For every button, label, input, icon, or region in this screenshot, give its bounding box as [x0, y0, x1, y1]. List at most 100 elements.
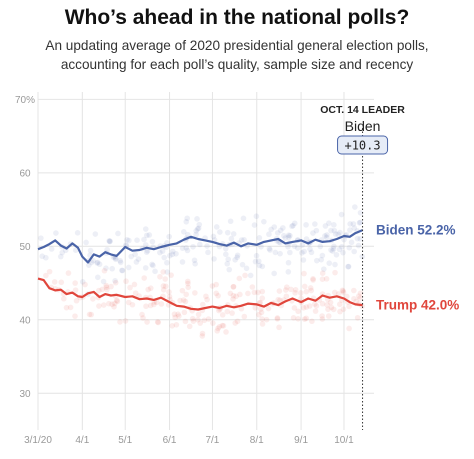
poll-dot: [238, 305, 245, 312]
poll-dot: [167, 252, 173, 259]
poll-dot: [309, 318, 315, 325]
leader-margin-badge: [337, 135, 389, 155]
poll-dot: [173, 322, 180, 328]
poll-dot: [292, 290, 298, 296]
poll-dot: [259, 295, 266, 301]
poll-dot: [229, 310, 235, 316]
poll-dot: [307, 285, 314, 291]
poll-dot: [259, 316, 265, 322]
poll-dot: [357, 209, 364, 216]
poll-dot: [319, 316, 326, 322]
poll-dot: [182, 298, 189, 305]
poll-dot: [287, 232, 293, 239]
poll-dot: [213, 224, 220, 230]
poll-dot: [146, 232, 153, 238]
poll-dot: [332, 269, 338, 276]
poll-dot: [351, 225, 358, 231]
poll-dot: [179, 259, 186, 265]
poll-dot: [321, 266, 327, 272]
poll-dot: [132, 290, 139, 296]
poll-dot: [104, 286, 110, 293]
poll-dot: [352, 204, 358, 210]
poll-dot: [357, 290, 364, 297]
poll-dot: [195, 316, 201, 323]
poll-dot: [313, 303, 320, 309]
poll-dot: [216, 324, 223, 330]
poll-dot: [355, 242, 362, 249]
poll-dot: [224, 229, 231, 236]
poll-dot: [277, 297, 283, 304]
poll-dot: [210, 233, 217, 240]
poll-dot: [135, 256, 142, 262]
poll-dot: [256, 311, 262, 318]
poll-dot: [313, 227, 320, 234]
poll-dot: [272, 249, 279, 256]
poll-dot: [90, 296, 96, 302]
poll-dot: [51, 279, 58, 285]
poll-dot: [72, 280, 78, 286]
poll-dot: [308, 249, 315, 256]
poll-dot: [324, 302, 330, 308]
poll-dot: [289, 223, 295, 230]
poll-dot: [217, 229, 223, 235]
leader-name: Biden: [345, 118, 381, 134]
poll-dot: [195, 311, 202, 318]
poll-dot: [185, 280, 191, 287]
poll-dot: [131, 281, 138, 288]
poll-dot: [301, 316, 308, 322]
y-tick-label: 30: [19, 389, 31, 400]
chart-subtitle: An updating average of 2020 presidential…: [0, 36, 474, 74]
poll-dot: [340, 289, 347, 296]
poll-dot: [204, 243, 210, 249]
poll-dot: [357, 235, 364, 242]
poll-dot: [251, 222, 258, 228]
poll-dot: [222, 245, 229, 252]
poll-dot: [328, 247, 334, 253]
poll-dot: [186, 323, 193, 330]
poll-dot: [357, 295, 363, 302]
poll-dot: [103, 284, 110, 291]
poll-dot: [106, 238, 112, 244]
poll-dot: [341, 236, 347, 243]
poll-dot: [300, 305, 307, 311]
poll-dot: [204, 296, 210, 303]
poll-dot: [79, 279, 86, 285]
poll-dot: [247, 272, 254, 279]
poll-dot: [145, 286, 151, 293]
poll-dot: [142, 226, 149, 232]
poll-dot: [162, 276, 169, 282]
poll-dot: [283, 287, 289, 293]
poll-dot: [253, 252, 260, 259]
poll-dot: [193, 231, 199, 238]
poll-dot: [141, 275, 148, 281]
poll-dot: [157, 273, 163, 280]
poll-dot: [181, 309, 188, 316]
poll-dot: [303, 288, 310, 295]
poll-dot: [308, 287, 315, 294]
poll-dot: [142, 242, 149, 248]
subtitle-line-1: An updating average of 2020 presidential…: [45, 38, 429, 53]
poll-dot: [127, 284, 133, 291]
poll-dot: [181, 228, 187, 235]
poll-dot: [159, 248, 166, 254]
poll-dot: [328, 227, 334, 234]
poll-dot: [299, 242, 306, 248]
poll-dot: [100, 278, 107, 285]
poll-dot: [234, 254, 240, 261]
poll-dot: [104, 246, 110, 253]
poll-dot: [152, 268, 158, 275]
poll-dot: [173, 250, 179, 257]
poll-dot: [183, 245, 190, 251]
poll-dot: [43, 254, 49, 261]
poll-dot: [312, 221, 318, 227]
poll-dot: [43, 272, 49, 279]
poll-dot: [234, 318, 241, 325]
poll-dot: [160, 287, 167, 293]
poll-dot: [199, 333, 206, 339]
poll-dot: [87, 247, 94, 254]
poll-dot: [82, 281, 88, 288]
poll-dot: [259, 288, 266, 295]
poll-dot: [169, 248, 176, 255]
poll-dot: [268, 226, 274, 233]
poll-dot: [323, 234, 330, 241]
